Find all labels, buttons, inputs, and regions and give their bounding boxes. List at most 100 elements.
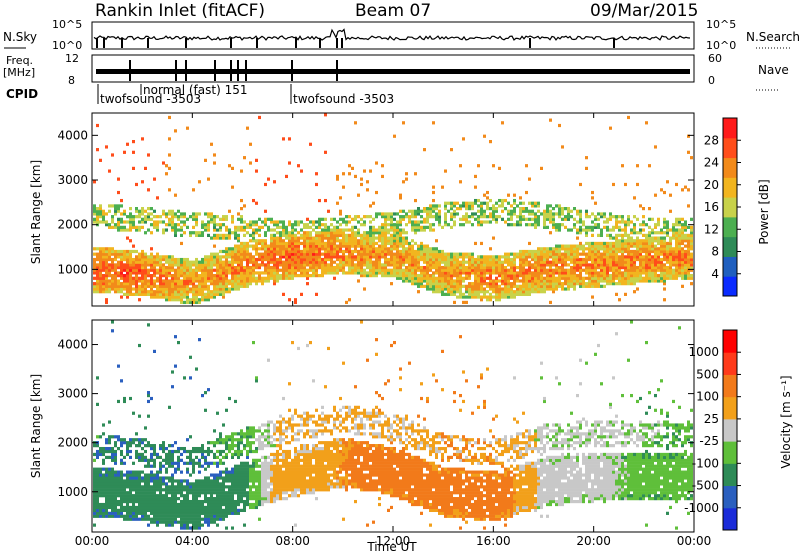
power-cell	[684, 228, 687, 232]
power-cell	[150, 257, 153, 262]
power-cell	[648, 257, 651, 262]
power-cell	[279, 236, 282, 240]
power-cell	[285, 265, 288, 270]
power-cell	[306, 249, 309, 254]
velocity-cell	[132, 502, 135, 507]
power-cell	[450, 212, 453, 216]
power-cell	[528, 177, 531, 181]
power-cell	[156, 268, 159, 272]
power-cell	[417, 290, 420, 294]
power-cell	[627, 255, 630, 259]
power-cell	[165, 276, 168, 280]
power-cell	[519, 217, 522, 221]
power-cell	[195, 287, 198, 291]
power-cell	[231, 217, 234, 221]
velocity-cell	[171, 491, 174, 495]
power-cell	[342, 220, 345, 224]
velocity-cell	[105, 482, 108, 486]
power-cell	[159, 263, 162, 267]
power-cell	[531, 255, 534, 259]
power-cell	[465, 220, 468, 224]
power-cell	[633, 252, 636, 256]
power-cell	[447, 290, 450, 294]
power-cell	[180, 290, 183, 294]
power-cell	[456, 271, 459, 275]
power-cell	[384, 217, 387, 221]
power-cell	[189, 279, 192, 283]
power-cell	[102, 220, 105, 224]
power-cell	[438, 271, 441, 275]
power-cell	[624, 276, 627, 280]
power-cell	[441, 292, 444, 296]
power-cell	[135, 274, 138, 278]
power-cell	[129, 284, 132, 288]
power-cell	[399, 244, 402, 248]
power-cell	[468, 265, 471, 270]
velocity-cell	[153, 511, 156, 515]
power-cell	[207, 284, 210, 288]
power-cell	[534, 265, 537, 270]
power-cell	[114, 252, 117, 256]
power-cell	[600, 212, 603, 216]
power-cell	[459, 268, 462, 272]
power-cell	[333, 249, 336, 254]
power-cell	[249, 161, 252, 165]
power-cell	[654, 225, 657, 229]
power-cell	[552, 207, 555, 211]
power-cell	[150, 276, 153, 280]
power-cell	[264, 255, 267, 259]
power-cell	[216, 268, 219, 272]
power-cell	[669, 274, 672, 278]
power-cell	[630, 279, 633, 283]
power-cell	[162, 290, 165, 294]
power-cell	[432, 249, 435, 254]
power-cell	[405, 247, 408, 251]
velocity-cell	[165, 455, 168, 460]
power-cell	[351, 255, 354, 259]
power-cell	[240, 198, 243, 203]
power-cell	[630, 220, 633, 224]
power-cell	[189, 290, 192, 294]
velocity-cell	[159, 467, 162, 471]
power-cell	[252, 274, 255, 278]
velocity-cell	[120, 461, 123, 465]
power-cell	[657, 241, 660, 246]
velocity-cell	[132, 476, 135, 480]
power-cell	[252, 260, 255, 264]
power-cell	[312, 220, 315, 224]
power-cell	[246, 252, 249, 256]
velocity-cell	[144, 485, 147, 489]
power-cell	[471, 201, 474, 205]
power-cell	[342, 217, 345, 221]
power-cell	[273, 282, 276, 286]
power-cell	[357, 241, 360, 246]
power-cell	[525, 271, 528, 275]
power-cell	[132, 268, 135, 272]
velocity-cell	[138, 452, 141, 457]
power-cell	[528, 279, 531, 283]
power-cell	[117, 284, 120, 288]
power-cell	[144, 290, 147, 294]
velocity-cell	[165, 482, 168, 486]
power-cell	[249, 260, 252, 264]
power-cell	[522, 265, 525, 270]
velocity-cell	[144, 499, 147, 504]
power-cell	[93, 290, 96, 294]
power-cell	[672, 249, 675, 254]
power-cell	[243, 268, 246, 272]
velocity-cell	[126, 473, 129, 477]
power-cell	[336, 244, 339, 248]
power-cell	[402, 260, 405, 264]
power-cell	[273, 265, 276, 270]
power-cell	[588, 215, 591, 219]
power-cell	[417, 228, 420, 232]
power-cell	[225, 282, 228, 286]
power-cell	[339, 249, 342, 254]
velocity-cell	[102, 505, 105, 510]
power-cell	[108, 265, 111, 270]
power-cell	[561, 265, 564, 270]
velocity-cell	[117, 399, 120, 404]
velocity-cell	[144, 505, 147, 510]
power-cell	[411, 225, 414, 229]
power-cell	[324, 247, 327, 251]
